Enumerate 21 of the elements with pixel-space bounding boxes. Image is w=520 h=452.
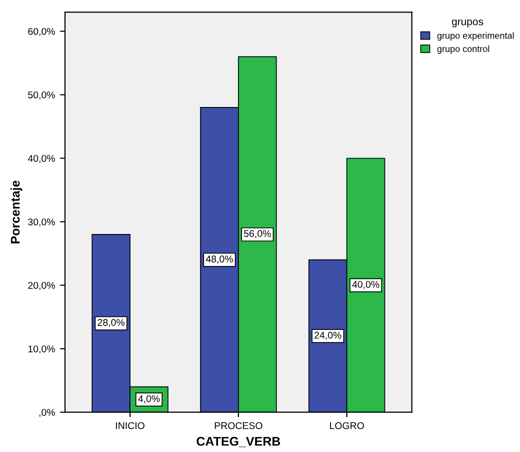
legend-title: grupos [452,20,484,28]
data-label: 48,0% [206,256,233,264]
y-tick-label: 50,0% [28,91,55,100]
y-tick-label: 10,0% [28,345,55,354]
data-label: 40,0% [352,280,380,289]
data-label: 4,0% [138,395,160,404]
x-tick-label: PROCESO [214,422,262,430]
x-tick-label: LOGRO [330,422,364,430]
x-tick-label: INICIO [116,422,144,430]
y-axis-title: Porcentaje [10,180,22,244]
legend-label: grupo experimental [437,32,514,41]
y-tick-label: 20,0% [28,282,55,290]
data-label: 28,0% [98,319,125,328]
data-label: 56,0% [244,230,271,238]
y-tick-label: ,0% [39,408,55,417]
legend-label: grupo control [437,45,490,54]
y-tick-label: 40,0% [28,154,55,164]
y-tick-label: 60,0% [28,28,55,36]
x-axis-title: CATEG_VERB [196,436,280,448]
data-label: 24,0% [314,332,342,340]
y-tick-label: 30,0% [28,218,55,227]
